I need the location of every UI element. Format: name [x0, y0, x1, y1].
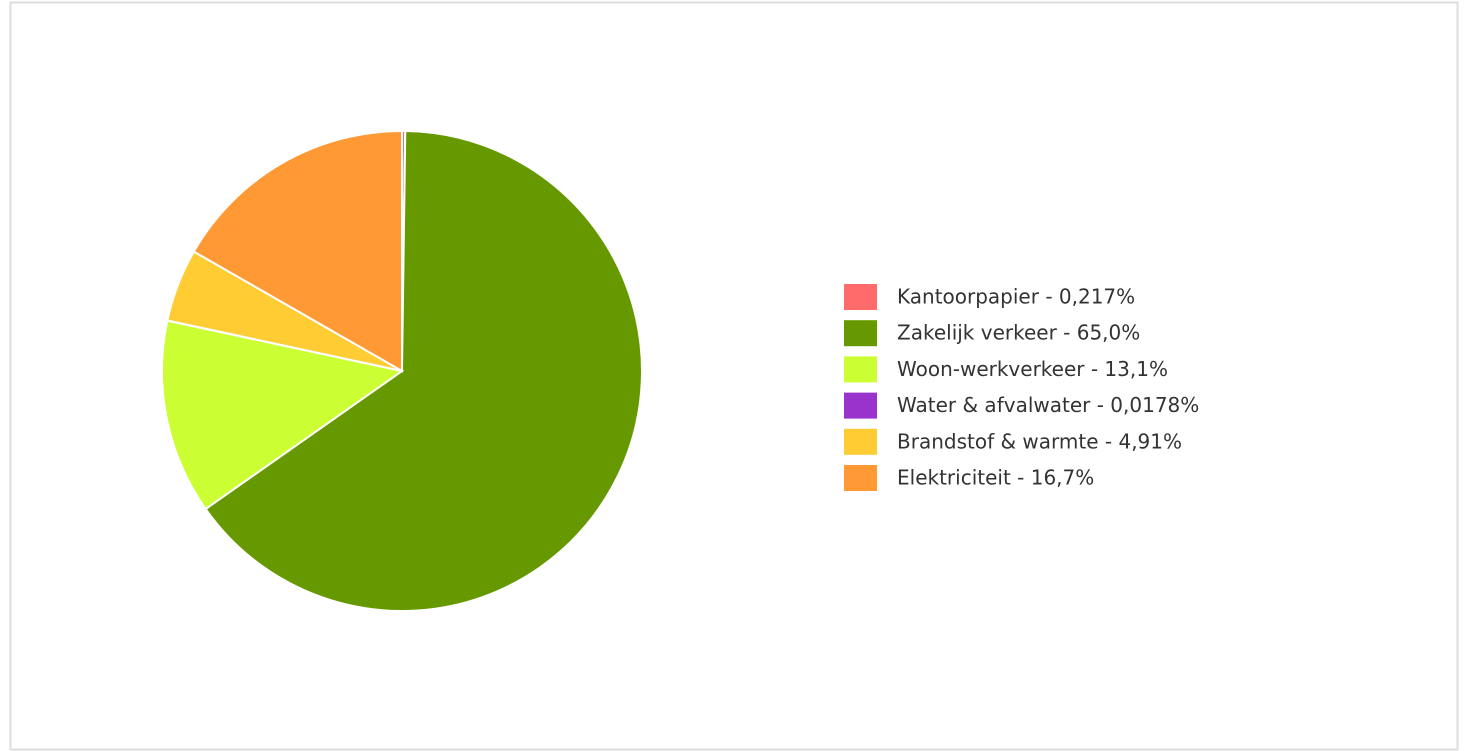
- legend-label: Woon-werkverkeer - 13,1%: [897, 357, 1168, 381]
- legend-swatch: [844, 320, 877, 347]
- legend-label: Zakelijk verkeer - 65,0%: [897, 321, 1140, 345]
- legend-swatch: [844, 284, 877, 310]
- legend-label: Brandstof & warmte - 4,91%: [897, 429, 1182, 453]
- pie-slice: [192, 129, 403, 373]
- legend-swatch: [844, 465, 877, 491]
- pie-slice: [161, 319, 405, 511]
- legend-label: Water & afvalwater - 0,0178%: [897, 393, 1199, 417]
- pie-slice: [204, 130, 643, 612]
- legend-label: Elektriciteit - 16,7%: [897, 466, 1094, 490]
- legend-swatch: [844, 356, 877, 383]
- legend-swatch: [844, 392, 877, 419]
- legend-swatch: [844, 428, 877, 455]
- legend-label: Kantoorpapier - 0,217%: [897, 285, 1135, 309]
